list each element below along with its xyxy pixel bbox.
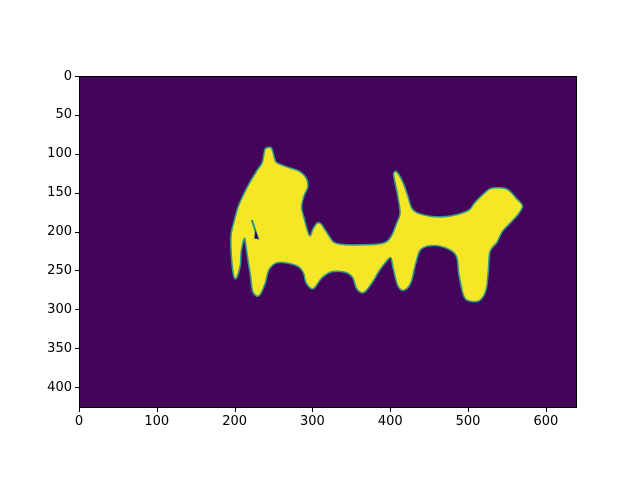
y-tick-label: 300 bbox=[47, 301, 72, 317]
x-tick-mark bbox=[545, 408, 547, 412]
x-tick-mark bbox=[468, 408, 470, 412]
x-tick-label: 100 bbox=[144, 414, 170, 429]
x-tick-label: 600 bbox=[533, 414, 559, 429]
y-tick-mark bbox=[75, 114, 79, 116]
y-tick-label: 150 bbox=[47, 185, 72, 201]
y-tick-label: 0 bbox=[63, 68, 72, 84]
x-tick-mark bbox=[234, 408, 236, 412]
segmentation-mask-image bbox=[80, 77, 576, 407]
x-tick-label: 200 bbox=[222, 414, 248, 429]
y-tick-mark bbox=[75, 270, 79, 272]
y-tick-mark bbox=[75, 348, 79, 350]
x-tick-label: 0 bbox=[74, 414, 84, 429]
x-tick-mark bbox=[390, 408, 392, 412]
animal-mask-shape bbox=[230, 146, 524, 303]
y-tick-mark bbox=[75, 309, 79, 311]
x-tick-mark bbox=[156, 408, 158, 412]
y-tick-label: 200 bbox=[47, 224, 72, 239]
y-tick-label: 250 bbox=[47, 262, 72, 278]
y-tick-label: 350 bbox=[47, 340, 72, 356]
y-tick-label: 400 bbox=[47, 379, 72, 395]
x-tick-label: 500 bbox=[455, 414, 481, 429]
plot-axes bbox=[79, 76, 577, 408]
y-tick-mark bbox=[75, 387, 79, 388]
mask-wedge-notch bbox=[254, 228, 260, 240]
x-tick-mark bbox=[312, 408, 314, 412]
x-tick-label: 400 bbox=[377, 414, 403, 429]
y-tick-mark bbox=[75, 192, 79, 194]
y-tick-label: 100 bbox=[47, 146, 72, 162]
y-tick-mark bbox=[75, 76, 79, 77]
y-tick-mark bbox=[75, 231, 79, 233]
y-tick-mark bbox=[75, 153, 79, 155]
y-tick-label: 50 bbox=[55, 107, 72, 123]
mask-edge-dot bbox=[336, 238, 340, 242]
x-tick-mark bbox=[79, 408, 80, 412]
x-tick-label: 300 bbox=[300, 414, 325, 429]
